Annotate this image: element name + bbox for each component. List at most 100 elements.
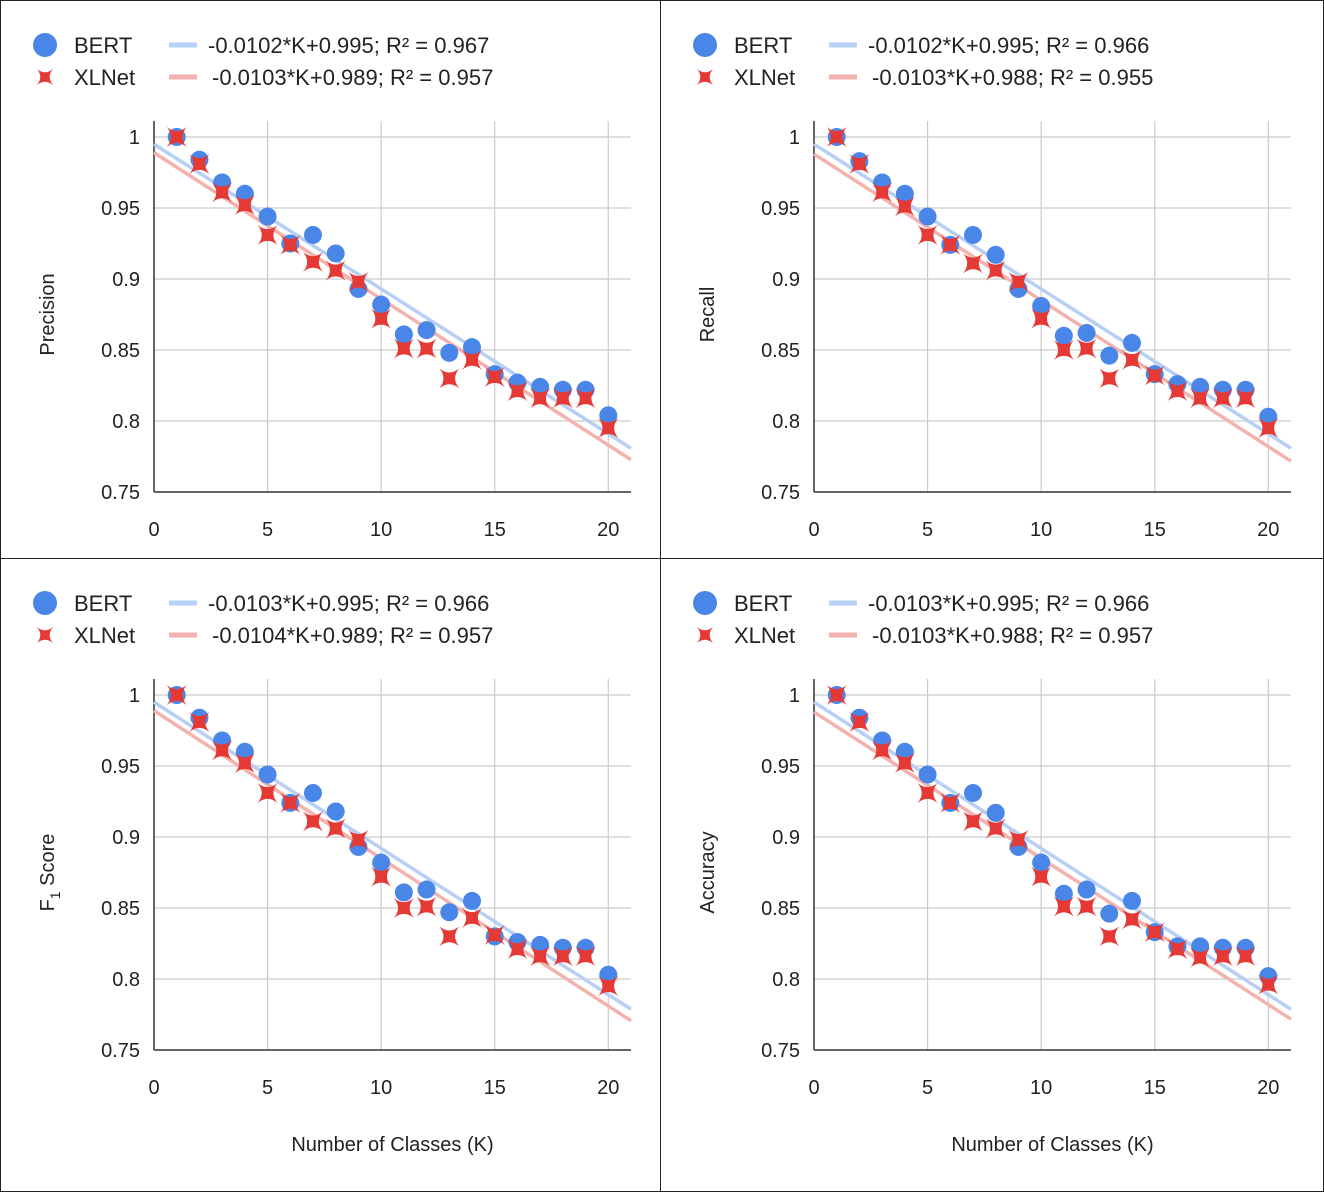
xlnet-point <box>234 753 255 774</box>
bert-point <box>1032 853 1051 872</box>
xlnet-point <box>1122 349 1142 370</box>
x-axis-title: Number of Classes (K) <box>291 1134 493 1156</box>
xlnet-trendline <box>153 151 632 462</box>
xlnet-point <box>439 926 460 947</box>
y-tick-label: 0.9 <box>112 827 140 849</box>
bert-point <box>463 891 481 910</box>
xlnet-point <box>1053 896 1074 917</box>
xlnet-point <box>963 811 983 832</box>
x-axis-title: Number of Classes (K) <box>951 1134 1153 1156</box>
y-tick-label: 0.95 <box>761 198 800 220</box>
y-tick-label: 0.75 <box>761 482 800 504</box>
bert-point <box>1077 880 1096 899</box>
xlnet-point <box>917 782 938 803</box>
xlnet-point <box>280 792 301 813</box>
bert-point <box>1259 407 1278 426</box>
legend-bert-label: BERT <box>734 591 792 616</box>
xlnet-points <box>166 685 619 997</box>
x-tick-label: 10 <box>1030 1077 1052 1099</box>
y-tick-label: 0.8 <box>112 969 140 991</box>
xlnet-point <box>1190 388 1211 409</box>
y-tick-label: 0.95 <box>101 756 140 778</box>
xlnet-point <box>917 224 938 245</box>
xlnet-point <box>439 368 460 389</box>
recall-panel: BERT XLNet -0.0102*K+0.995; R² = 0.966 -0.0… <box>660 0 1324 560</box>
legend-xlnet-trend-label: -0.0103*K+0.988; R² = 0.957 <box>872 623 1153 648</box>
xlnet-point <box>849 711 870 732</box>
xlnet-points <box>826 127 1279 439</box>
bert-point <box>1054 884 1073 903</box>
y-tick-label: 0.85 <box>101 340 140 362</box>
legend: BERT XLNet -0.0102*K+0.995; R² = 0.967 -0.0… <box>33 33 493 90</box>
xlnet-point <box>1031 308 1052 329</box>
xlnet-point <box>1122 909 1142 930</box>
y-tick-label: 1 <box>129 127 140 149</box>
gridlines <box>814 121 1291 492</box>
bert-point <box>1123 333 1141 352</box>
y-axis-title: Accuracy <box>697 831 719 913</box>
bert-point <box>599 965 618 984</box>
xlnet-point <box>1212 388 1233 409</box>
xlnet-point <box>189 711 210 732</box>
xlnet-point <box>416 896 437 917</box>
xlnet-point <box>303 251 323 272</box>
x-tick-label: 15 <box>1144 1077 1166 1099</box>
xlnet-point <box>598 976 619 997</box>
legend-xlnet-label: XLNet <box>74 623 135 648</box>
bert-points <box>167 128 618 425</box>
y-tick-label: 0.75 <box>761 1040 800 1062</box>
x-tick-label: 5 <box>262 1077 273 1099</box>
bert-point <box>599 406 618 425</box>
accuracy-panel: BERT XLNet -0.0103*K+0.995; R² = 0.966 -0.0… <box>660 558 1324 1192</box>
x-tick-label: 5 <box>262 519 273 541</box>
x-tick-label: 10 <box>1030 519 1052 541</box>
precision-panel: BERT XLNet -0.0102*K+0.995; R² = 0.967 -0.0… <box>0 0 662 560</box>
x-tick-label: 20 <box>1257 1077 1279 1099</box>
legend-xlnet-label: XLNet <box>74 65 135 90</box>
x-tick-label: 20 <box>597 519 619 541</box>
legend: BERT XLNet -0.0102*K+0.995; R² = 0.966 -0.0… <box>693 33 1153 90</box>
bert-point <box>258 765 277 784</box>
xlnet-point <box>1258 418 1279 439</box>
bert-point <box>417 321 436 340</box>
y-axis-title-suffix: Score <box>37 834 59 892</box>
legend-bert-trend-label: -0.0103*K+0.995; R² = 0.966 <box>868 591 1149 616</box>
xlnet-point <box>1212 946 1233 967</box>
bert-point <box>1100 904 1119 923</box>
gridlines <box>814 679 1291 1050</box>
bert-point <box>1054 326 1073 345</box>
xlnet-point <box>1167 939 1188 960</box>
xlnet-point <box>826 685 847 705</box>
f1-score-chart: BERT XLNet -0.0103*K+0.995; R² = 0.966 -0.0… <box>33 591 632 1156</box>
xlnet-point <box>303 811 323 832</box>
xlnet-point <box>371 308 392 329</box>
legend-xlnet-label: XLNet <box>734 623 795 648</box>
xlnet-point <box>257 224 278 245</box>
bert-point <box>440 903 459 922</box>
y-tick-label: 0.8 <box>772 411 800 433</box>
xlnet-point <box>393 338 414 359</box>
xlnet-point <box>189 153 210 174</box>
bert-point <box>918 765 937 784</box>
x-tick-label: 0 <box>148 519 159 541</box>
bert-point <box>986 245 1005 264</box>
bert-point <box>326 244 345 263</box>
y-tick-label: 0.85 <box>761 340 800 362</box>
y-axis-title-main: Accuracy <box>697 831 719 913</box>
x-tick-label: 5 <box>922 1077 933 1099</box>
x-tick-label: 15 <box>1144 519 1166 541</box>
xlnet-point <box>1167 381 1188 402</box>
xlnet-point <box>849 153 870 174</box>
xlnet-trendline <box>813 710 1292 1021</box>
xlnet-point <box>894 753 915 774</box>
legend-bert-marker <box>693 591 717 615</box>
xlnet-point <box>393 898 414 918</box>
legend-bert-marker <box>33 591 57 615</box>
xlnet-point <box>894 196 915 217</box>
xlnet-point <box>826 127 847 147</box>
bert-point <box>531 935 550 954</box>
y-tick-label: 0.8 <box>772 969 800 991</box>
xlnet-point <box>530 388 551 409</box>
bert-point <box>258 207 277 226</box>
